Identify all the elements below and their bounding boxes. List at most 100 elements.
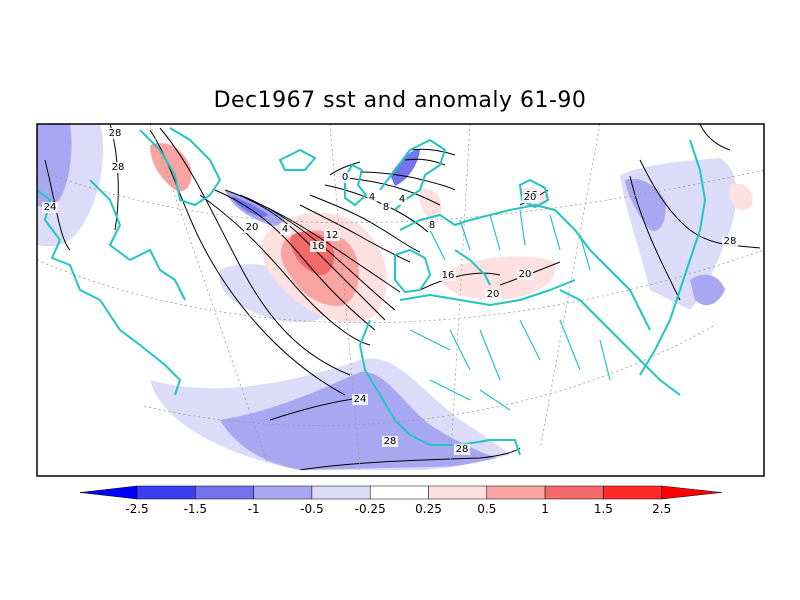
colorbar-tick-label: -0.5 [300,502,323,516]
colorbar-tick-label: 0.25 [415,502,442,516]
contour-label: 8 [383,202,389,213]
colorbar-tick-label: 2.5 [652,502,671,516]
contour-line [249,199,401,293]
border-lines [409,209,611,411]
contour-line [269,397,361,421]
contour-label: 28 [724,236,737,247]
contour-label: 16 [442,270,455,281]
contour-label-bg [381,202,391,213]
colorbar-segment [253,485,313,500]
contour-line [214,189,376,331]
contour-line [409,148,456,156]
contour-line [299,447,521,471]
coastline-greenland [139,127,221,206]
map-frame [36,123,765,477]
colorbar-tick-label: 1 [541,502,549,516]
neg-shade-west-strong [37,124,72,208]
contour-label: 20 [487,289,500,300]
colorbar-segment [311,485,371,500]
contour-label-bg [454,444,470,455]
contour-label-bg [340,172,350,183]
contour-label-bg [722,236,738,247]
coastline-north-america [37,189,181,396]
contour-label: 12 [326,230,339,241]
contour-label: 28 [384,436,397,447]
coastline-canada [89,179,186,301]
contour-label-bg [367,192,377,203]
contour-line [309,194,421,253]
coastline-iberia [394,249,431,293]
contour-line [404,158,446,166]
contour-label: 24 [44,202,57,213]
contour-label: 20 [246,222,259,233]
contour-label-bg [485,289,501,300]
contour-label: 28 [456,444,469,455]
contour-line [699,124,731,151]
contour-labels: 044488121216162020202024242828282828 [42,128,738,455]
contour-line [44,159,71,251]
coastline-europe [399,204,651,331]
colorbar-tick-label: -2.5 [125,502,148,516]
pos-shade-baltic [419,189,442,219]
contour-label-bg [324,230,340,241]
contour-label: 28 [112,162,125,173]
coastline-scandinavia [379,139,446,211]
contour-label-bg [42,202,58,213]
coastline-iceland [279,149,316,171]
contour-label-bg [427,220,437,231]
contour-label: 0 [342,172,348,183]
contour-label: 20 [524,192,537,203]
contour-label: 24 [354,394,367,405]
contour-label-bg [352,394,368,405]
contour-label-bg [397,194,407,205]
coastline-mediterranean-south [399,279,576,306]
graticule-line [539,124,601,451]
contour-label: 20 [519,269,532,280]
contour-line [344,177,441,206]
sst-contours [44,124,761,471]
graticule-line [37,249,764,324]
coastline-africa [359,319,521,456]
colorbar-tick-label: 1.5 [594,502,613,516]
colorbar-segment [603,485,662,500]
graticule-line [149,124,271,471]
colorbar-tick-label: -0.25 [355,502,386,516]
contour-label-bg [280,224,290,235]
graticule [37,124,764,471]
map-title: Dec1967 sst and anomaly 61-90 [213,88,587,113]
coastlines-and-borders [37,127,706,456]
colorbar-arrow-left [79,485,138,500]
contour-label: 8 [429,220,435,231]
graticule-line [37,169,764,224]
contour-label-bg [244,222,260,233]
contour-label: 4 [399,194,405,205]
colorbar-segment [544,485,604,500]
contour-line [629,175,681,301]
coastline-asia-east [639,139,706,376]
colorbar-tick-label: 0.5 [477,502,496,516]
coastline-uk [344,164,367,206]
neg-shade-labrador-strong [232,196,268,217]
colorbar-tick-label: -1 [248,502,260,516]
colorbar-tick-label: -1.5 [184,502,207,516]
colorbar-arrow-right [661,485,722,500]
contour-label: 16 [312,241,325,252]
contour-label-bg [522,192,538,203]
neg-shade-east-lower [690,274,725,306]
colorbar-segment [369,485,429,500]
contour-label: 4 [369,192,375,203]
contour-label-bg [440,270,456,281]
graticule-line [119,309,741,426]
contour-label: 28 [109,128,122,139]
contour-line [159,127,351,376]
contour-line [329,161,361,176]
colorbar-segment [486,485,546,500]
contour-label-bg [310,241,326,252]
contour-line [419,272,501,291]
contour-label-bg [517,269,533,280]
contour-label-bg [107,128,123,139]
colorbar-segment [136,485,196,500]
neg-shade-northsea [390,149,420,186]
